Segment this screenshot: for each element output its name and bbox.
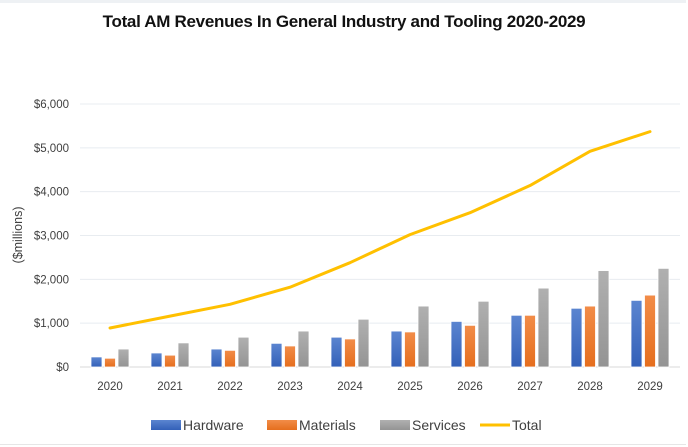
x-tick-label: 2027 <box>517 381 543 393</box>
bar-hardware-2020 <box>90 356 103 368</box>
x-tick-label: 2022 <box>217 381 243 393</box>
y-tick-label: $3,000 <box>34 231 69 243</box>
x-tick-label: 2023 <box>277 381 303 393</box>
bar-materials-2026 <box>464 324 476 368</box>
legend-item-hardware: Hardware <box>151 417 244 433</box>
legend-label-hardware: Hardware <box>183 417 244 433</box>
chart-title: Total AM Revenues In General Industry an… <box>102 12 586 31</box>
legend-item-services: Services <box>380 417 466 433</box>
legend-swatch-materials <box>267 420 297 430</box>
bar-hardware-2027 <box>510 314 523 368</box>
legend-label-total: Total <box>512 417 542 433</box>
y-tick-label: $0 <box>56 362 69 374</box>
bar-materials-2023 <box>284 345 296 368</box>
bar-hardware-2024 <box>330 336 343 368</box>
bar-materials-2027 <box>524 314 536 368</box>
line-series <box>108 130 652 330</box>
bar-services-2023 <box>297 330 310 368</box>
y-axis-ticks: $0 $1,000 $2,000 $3,000 $4,000 $5,000 $6,000 <box>34 99 69 374</box>
bar-services-2022 <box>237 336 250 368</box>
legend: Hardware Materials Services Total <box>151 417 542 433</box>
bar-materials-2021 <box>164 354 176 368</box>
x-tick-label: 2021 <box>157 381 183 393</box>
y-tick-label: $4,000 <box>34 187 69 199</box>
x-tick-label: 2024 <box>337 381 363 393</box>
legend-label-services: Services <box>412 417 466 433</box>
bar-hardware-2023 <box>270 342 283 368</box>
bar-materials-2020 <box>104 357 116 368</box>
x-axis-ticks: 2020 2021 2022 2023 2024 2025 2026 2027 2028 2029 <box>97 381 663 393</box>
bar-hardware-2026 <box>450 321 463 368</box>
bar-hardware-2028 <box>570 307 583 368</box>
bar-services-2021 <box>177 342 190 368</box>
bar-hardware-2029 <box>630 299 643 368</box>
bar-hardware-2022 <box>210 348 223 368</box>
bar-hardware-2021 <box>150 352 163 368</box>
legend-item-total: Total <box>480 417 542 433</box>
bar-materials-2029 <box>644 294 656 368</box>
legend-item-materials: Materials <box>267 417 356 433</box>
y-tick-label: $6,000 <box>34 99 69 111</box>
bar-series <box>90 267 670 368</box>
bar-services-2025 <box>417 305 430 368</box>
x-tick-label: 2020 <box>97 381 123 393</box>
x-tick-label: 2028 <box>577 381 603 393</box>
bar-services-2029 <box>657 267 670 368</box>
bar-services-2028 <box>597 270 610 368</box>
legend-label-materials: Materials <box>299 417 356 433</box>
x-tick-label: 2025 <box>397 381 423 393</box>
line-total <box>108 130 652 330</box>
y-tick-label: $5,000 <box>34 143 69 155</box>
y-axis-label: ($millions) <box>11 207 25 264</box>
x-tick-label: 2026 <box>457 381 483 393</box>
x-tick-label: 2029 <box>637 381 663 393</box>
bar-services-2020 <box>117 348 130 368</box>
bar-materials-2022 <box>224 349 236 368</box>
legend-swatch-hardware <box>151 420 181 430</box>
bar-services-2027 <box>537 287 550 368</box>
bar-materials-2025 <box>404 331 416 368</box>
bar-materials-2024 <box>344 338 356 368</box>
bar-materials-2028 <box>584 305 596 368</box>
bar-hardware-2025 <box>390 330 403 368</box>
bar-services-2024 <box>357 318 370 368</box>
y-tick-label: $1,000 <box>34 318 69 330</box>
legend-swatch-services <box>380 420 410 430</box>
y-tick-label: $2,000 <box>34 274 69 286</box>
bar-services-2026 <box>477 300 490 368</box>
